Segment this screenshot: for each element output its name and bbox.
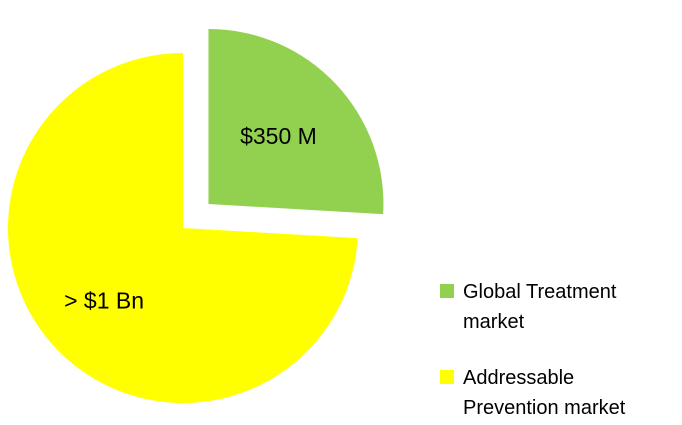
data-label: > $1 Bn — [64, 288, 144, 314]
legend-item: Addressable Prevention market — [440, 363, 670, 423]
legend-label: Addressable Prevention market — [463, 367, 626, 419]
legend-swatch — [440, 370, 454, 384]
legend-swatch — [440, 284, 454, 298]
pie-slice — [208, 28, 384, 215]
data-label: $350 M — [240, 123, 317, 149]
pie-slice — [7, 53, 358, 403]
legend-label: Global Treatment market — [463, 281, 617, 333]
legend-item: Global Treatment market — [440, 277, 670, 337]
